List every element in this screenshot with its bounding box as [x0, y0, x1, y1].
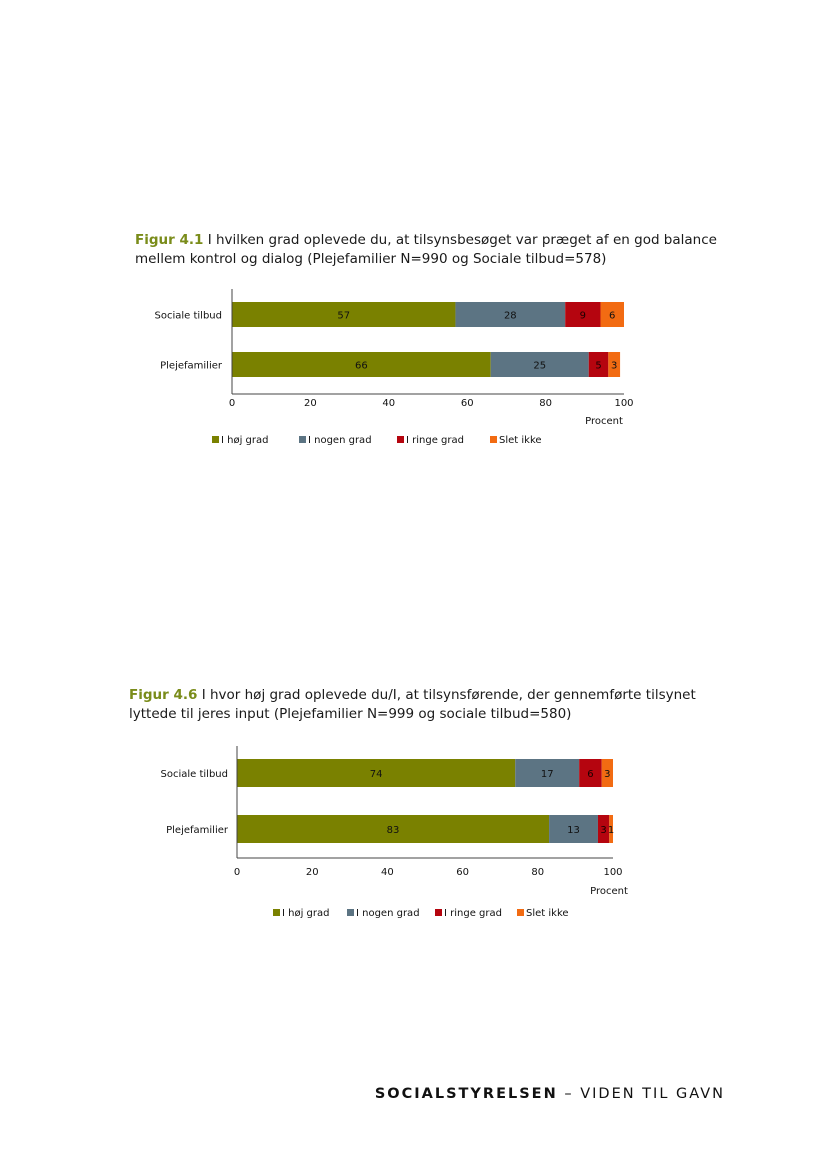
data-label: 66: [355, 361, 368, 372]
caption-line-2: mellem kontrol og dialog (Plejefamilier …: [135, 251, 607, 267]
figure-number: Figur 4.6: [129, 687, 198, 703]
brand-tagline: – VIDEN TIL GAVN: [557, 1086, 725, 1102]
category-label: Plejefamilier: [160, 361, 223, 372]
x-tick-label: 80: [539, 398, 552, 409]
data-label: 5: [595, 361, 601, 372]
bar-segment: [455, 302, 566, 327]
legend-swatch: [299, 436, 306, 443]
bar-segment: [232, 352, 491, 377]
brand-name: SOCIALSTYRELSEN: [374, 1086, 558, 1102]
data-label: 6: [609, 311, 615, 322]
legend-swatch: [490, 436, 497, 443]
x-axis-title: Procent: [585, 416, 623, 427]
x-tick-label: 100: [614, 398, 633, 409]
legend-swatch: [212, 436, 219, 443]
figure-caption-2: Figur 4.6 I hvor høj grad oplevede du/I,…: [129, 686, 696, 724]
data-label: 3: [611, 361, 617, 372]
bar-segment: [608, 352, 621, 377]
data-label: 28: [504, 311, 517, 322]
bar-segment: [232, 302, 456, 327]
caption-text: I hvor høj grad oplevede du/I, at tilsyn…: [201, 687, 696, 703]
caption-text: I hvilken grad oplevede du, at tilsynsbe…: [207, 232, 717, 248]
caption-line-1: Figur 4.1 I hvilken grad oplevede du, at…: [135, 231, 717, 250]
data-label: 9: [580, 311, 586, 322]
legend-label: I nogen grad: [308, 435, 372, 446]
bar-segment: [490, 352, 589, 377]
figure-number: Figur 4.1: [135, 232, 204, 248]
x-tick-label: 20: [304, 398, 317, 409]
legend-label: I høj grad: [221, 435, 268, 446]
category-label: Sociale tilbud: [155, 311, 223, 322]
footer-brand: SOCIALSTYRELSEN – VIDEN TIL GAVN: [375, 1086, 725, 1102]
legend-swatch: [397, 436, 404, 443]
caption-line-2: lyttede til jeres input (Plejefamilier N…: [129, 706, 572, 722]
data-label: 57: [337, 311, 350, 322]
data-label: 25: [533, 361, 546, 372]
bar-segment: [565, 302, 601, 327]
caption-line-1: Figur 4.6 I hvor høj grad oplevede du/I,…: [129, 686, 696, 705]
figure-caption-1: Figur 4.1 I hvilken grad oplevede du, at…: [135, 231, 717, 269]
x-tick-label: 60: [461, 398, 474, 409]
bar-segment: [600, 302, 624, 327]
x-tick-label: 0: [229, 398, 235, 409]
x-tick-label: 40: [382, 398, 395, 409]
bar-segment: [588, 352, 609, 377]
legend-label: I ringe grad: [406, 435, 464, 446]
legend-label: Slet ikke: [499, 435, 542, 446]
